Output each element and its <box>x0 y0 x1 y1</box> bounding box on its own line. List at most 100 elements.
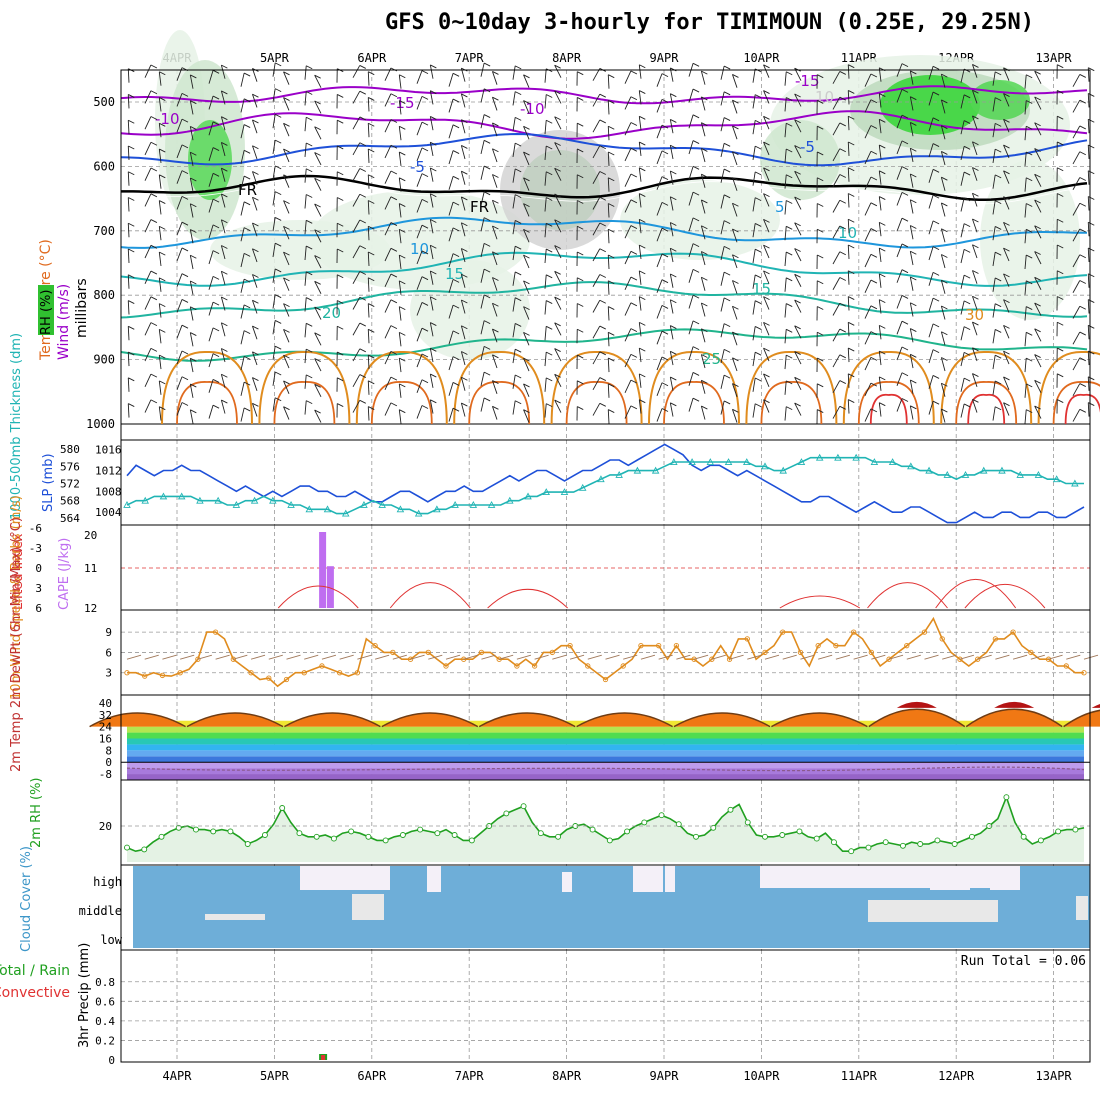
wind-barb <box>523 383 530 397</box>
wind-barb <box>847 270 850 285</box>
wind-barb <box>176 350 183 365</box>
wind-barb <box>523 280 530 294</box>
wind-barb-flag <box>390 170 398 175</box>
wind-barb <box>512 65 516 80</box>
thickness-marker <box>961 470 970 478</box>
date-label-bottom: 13APR <box>1036 1069 1073 1083</box>
wind-barb <box>624 354 632 368</box>
wind-barb-flag <box>399 409 406 414</box>
wind-barb-flag <box>870 253 878 258</box>
wind-barb <box>624 225 632 239</box>
thickness-marker <box>232 501 241 508</box>
wind-barb-flag <box>763 141 770 146</box>
isotherm-25-arc <box>355 350 448 425</box>
wind-barb <box>752 274 756 289</box>
wind-barb <box>928 117 934 132</box>
wind-barb-flag <box>879 350 886 355</box>
wind-barb <box>512 194 516 209</box>
wind-barb <box>272 217 276 232</box>
wind-barb <box>1003 350 1010 365</box>
thickness-marker <box>815 453 824 461</box>
ylabel-precip: 3hr Precip (mm) <box>77 943 92 1048</box>
wind-barb <box>794 222 802 236</box>
wind-barb-flag <box>1026 280 1033 285</box>
wind-barb-flag <box>368 122 375 127</box>
wind-barb-10m <box>959 654 975 660</box>
wind-barb-flag <box>243 149 251 154</box>
wind-barb <box>624 199 632 213</box>
wind-barb <box>972 90 978 104</box>
wind-barb-flag <box>368 174 375 179</box>
wind-barb-10m <box>676 654 691 660</box>
wind-barb-flag <box>932 168 940 173</box>
wind-barb-flag <box>608 331 615 336</box>
wind-barb <box>624 276 632 290</box>
wind-barb-flag <box>1003 299 1010 304</box>
wind-barb-flag <box>274 397 282 402</box>
slp-tick: 1016 <box>95 444 122 457</box>
wind-barb <box>940 280 946 294</box>
wind-barbs <box>127 62 1095 424</box>
wind-barb-10m <box>144 654 159 660</box>
wind-barb <box>700 251 706 266</box>
wind-barb-flag <box>701 302 708 307</box>
wind-barb-flag <box>314 152 321 156</box>
wind-barb-flag <box>128 119 135 124</box>
wind-barb <box>544 68 547 83</box>
isotherm-25-arc <box>161 350 253 425</box>
wind-barb <box>176 273 183 287</box>
wind-barb-flag <box>1079 383 1086 387</box>
cape-tick: 11 <box>84 562 97 575</box>
wind-barb-flag <box>817 203 824 207</box>
wind-barb <box>398 255 402 270</box>
cloud-block <box>205 914 265 920</box>
wind-barb-flag <box>670 93 677 98</box>
rh-marker <box>1055 828 1062 835</box>
wind-barb <box>220 193 226 208</box>
wind-barb-flag <box>879 93 886 97</box>
wind-barb-flag <box>461 248 468 252</box>
pressure-tick: 600 <box>93 159 115 173</box>
wind-barb <box>847 90 850 105</box>
wind-barb <box>1034 328 1042 342</box>
wind-barb <box>512 143 516 158</box>
wind-barb <box>314 306 322 320</box>
wind-barb <box>127 274 130 289</box>
wind-barb-flag <box>763 218 770 223</box>
wind-barb-flag <box>421 405 429 409</box>
wind-barb <box>252 248 258 263</box>
wind-barb-flag <box>901 398 909 402</box>
wind-barb-flag <box>421 199 429 203</box>
wind-barb-flag <box>701 70 708 75</box>
wind-barb <box>429 296 434 311</box>
wind-barb <box>878 145 882 160</box>
wind-barb <box>972 399 978 413</box>
wind-barb-flag <box>461 196 468 201</box>
wind-barb-10m <box>853 654 868 660</box>
wind-barb <box>992 380 996 395</box>
wind-barb <box>607 409 610 424</box>
wind-barb <box>448 408 454 422</box>
wind-barb <box>592 300 601 313</box>
wind-barb-flag <box>492 328 499 333</box>
wind-barb <box>669 170 674 185</box>
wind-barb-flag <box>212 95 220 100</box>
wind-barb <box>416 199 423 213</box>
wind-barb-flag <box>337 94 344 98</box>
contour-label: 10 <box>815 88 834 106</box>
precip-tick: 0.8 <box>95 976 115 989</box>
cloud-level-label: middle <box>79 904 122 918</box>
wind-barb <box>144 219 152 233</box>
wind-barb <box>220 168 226 182</box>
wind-barb <box>189 306 194 321</box>
wind-barb-flag <box>159 122 166 127</box>
wind-barb <box>638 64 642 79</box>
wind-barb-flag <box>932 194 940 199</box>
freezing-level <box>121 174 1088 202</box>
wind-barb-flag <box>128 377 135 382</box>
wind-barb <box>144 348 152 362</box>
thickness-marker <box>651 466 660 474</box>
wind-barb <box>176 222 183 236</box>
wind-barb <box>972 347 978 362</box>
wind-barb <box>607 74 610 89</box>
